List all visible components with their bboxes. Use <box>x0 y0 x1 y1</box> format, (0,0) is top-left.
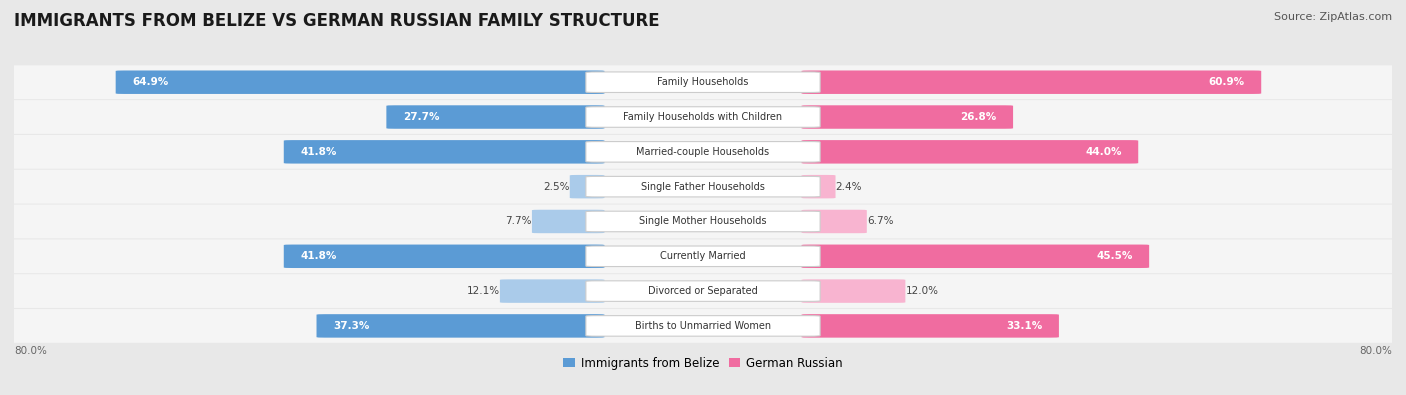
FancyBboxPatch shape <box>801 105 1014 129</box>
Text: Currently Married: Currently Married <box>661 251 745 261</box>
Text: 12.0%: 12.0% <box>905 286 938 296</box>
FancyBboxPatch shape <box>115 70 605 94</box>
FancyBboxPatch shape <box>801 70 1261 94</box>
FancyBboxPatch shape <box>801 279 905 303</box>
Text: Divorced or Separated: Divorced or Separated <box>648 286 758 296</box>
FancyBboxPatch shape <box>586 281 820 301</box>
FancyBboxPatch shape <box>4 170 1402 203</box>
Text: 2.5%: 2.5% <box>543 182 569 192</box>
FancyBboxPatch shape <box>4 100 1402 134</box>
Legend: Immigrants from Belize, German Russian: Immigrants from Belize, German Russian <box>558 352 848 374</box>
FancyBboxPatch shape <box>801 140 1139 164</box>
Text: Births to Unmarried Women: Births to Unmarried Women <box>636 321 770 331</box>
FancyBboxPatch shape <box>4 239 1402 273</box>
Text: 60.9%: 60.9% <box>1209 77 1244 87</box>
FancyBboxPatch shape <box>4 274 1402 308</box>
FancyBboxPatch shape <box>284 245 605 268</box>
Text: Family Households with Children: Family Households with Children <box>623 112 783 122</box>
FancyBboxPatch shape <box>4 65 1402 99</box>
Text: Source: ZipAtlas.com: Source: ZipAtlas.com <box>1274 12 1392 22</box>
FancyBboxPatch shape <box>801 245 1149 268</box>
Text: Married-couple Households: Married-couple Households <box>637 147 769 157</box>
Text: 37.3%: 37.3% <box>333 321 370 331</box>
Text: Single Father Households: Single Father Households <box>641 182 765 192</box>
Text: 33.1%: 33.1% <box>1007 321 1042 331</box>
FancyBboxPatch shape <box>4 309 1402 343</box>
FancyBboxPatch shape <box>586 246 820 267</box>
FancyBboxPatch shape <box>316 314 605 338</box>
FancyBboxPatch shape <box>586 211 820 232</box>
FancyBboxPatch shape <box>387 105 605 129</box>
Text: 45.5%: 45.5% <box>1097 251 1133 261</box>
Text: IMMIGRANTS FROM BELIZE VS GERMAN RUSSIAN FAMILY STRUCTURE: IMMIGRANTS FROM BELIZE VS GERMAN RUSSIAN… <box>14 12 659 30</box>
FancyBboxPatch shape <box>801 175 835 198</box>
Text: 27.7%: 27.7% <box>404 112 440 122</box>
FancyBboxPatch shape <box>531 210 605 233</box>
FancyBboxPatch shape <box>586 316 820 336</box>
Text: Family Households: Family Households <box>658 77 748 87</box>
Text: 7.7%: 7.7% <box>505 216 531 226</box>
FancyBboxPatch shape <box>801 314 1059 338</box>
FancyBboxPatch shape <box>4 205 1402 238</box>
FancyBboxPatch shape <box>501 279 605 303</box>
FancyBboxPatch shape <box>586 107 820 127</box>
FancyBboxPatch shape <box>586 72 820 92</box>
Text: 12.1%: 12.1% <box>467 286 501 296</box>
Text: 6.7%: 6.7% <box>868 216 893 226</box>
Text: 41.8%: 41.8% <box>301 147 336 157</box>
Text: 44.0%: 44.0% <box>1085 147 1122 157</box>
Text: 80.0%: 80.0% <box>14 346 46 356</box>
Text: 64.9%: 64.9% <box>132 77 169 87</box>
Text: 80.0%: 80.0% <box>1360 346 1392 356</box>
Text: 41.8%: 41.8% <box>301 251 336 261</box>
FancyBboxPatch shape <box>569 175 605 198</box>
Text: 26.8%: 26.8% <box>960 112 997 122</box>
FancyBboxPatch shape <box>284 140 605 164</box>
Text: Single Mother Households: Single Mother Households <box>640 216 766 226</box>
FancyBboxPatch shape <box>801 210 868 233</box>
FancyBboxPatch shape <box>4 135 1402 169</box>
FancyBboxPatch shape <box>586 141 820 162</box>
FancyBboxPatch shape <box>586 177 820 197</box>
Text: 2.4%: 2.4% <box>835 182 862 192</box>
